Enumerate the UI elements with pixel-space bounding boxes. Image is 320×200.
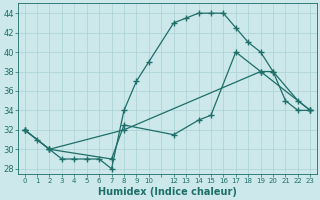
X-axis label: Humidex (Indice chaleur): Humidex (Indice chaleur) (98, 187, 237, 197)
